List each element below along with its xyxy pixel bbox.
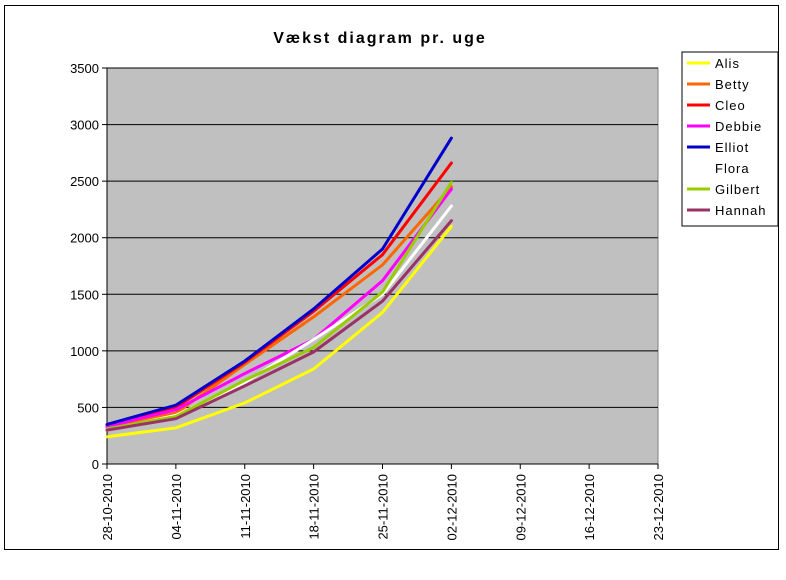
legend-box <box>681 51 779 227</box>
legend-label-cleo: Cleo <box>715 98 746 113</box>
x-tick-label: 02-12-2010 <box>444 474 459 541</box>
x-tick-label: 18-11-2010 <box>307 474 322 540</box>
legend-label-flora: Flora <box>715 161 750 176</box>
legend-label-betty: Betty <box>715 77 750 92</box>
legend-label-gilbert: Gilbert <box>715 182 760 197</box>
x-tick-label: 11-11-2010 <box>238 474 253 539</box>
legend-label-alis: Alis <box>715 56 740 71</box>
series-line-hannah <box>105 219 453 432</box>
y-tick-label: 3000 <box>70 118 99 133</box>
series-line-alis <box>105 224 453 439</box>
x-tick-label: 23-12-2010 <box>651 474 666 541</box>
series-line-debbie <box>105 187 453 429</box>
legend-label-elliot: Elliot <box>715 140 749 155</box>
series-line-betty <box>105 185 453 429</box>
y-tick-label: 3500 <box>70 61 99 76</box>
chart-title: Vækst diagram pr. uge <box>273 30 487 47</box>
y-tick-label: 1000 <box>70 344 99 359</box>
legend-label-hannah: Hannah <box>715 203 767 218</box>
x-tick-label: 04-11-2010 <box>169 474 184 540</box>
x-tick-label: 16-12-2010 <box>582 474 597 541</box>
y-tick-label: 1500 <box>70 287 99 302</box>
y-tick-label: 500 <box>77 400 99 415</box>
y-tick-label: 0 <box>92 457 99 472</box>
x-tick-label: 25-11-2010 <box>376 474 391 540</box>
x-tick-label: 09-12-2010 <box>513 474 528 541</box>
series-line-gilbert <box>105 180 453 431</box>
y-tick-label: 2500 <box>70 174 99 189</box>
x-tick-label: 28-10-2010 <box>100 474 115 541</box>
y-tick-label: 2000 <box>70 231 99 246</box>
series-line-elliot <box>105 136 453 426</box>
legend-label-debbie: Debbie <box>715 119 762 134</box>
